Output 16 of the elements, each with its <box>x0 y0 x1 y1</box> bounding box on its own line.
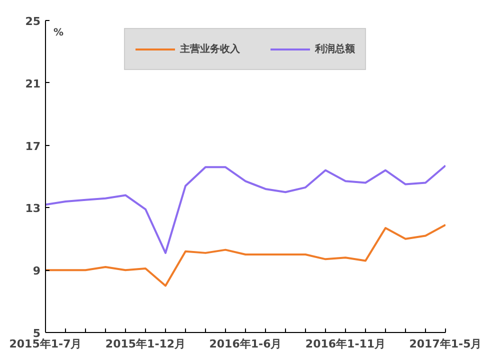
line-series <box>46 224 446 287</box>
legend-label: 利润总额 <box>315 42 355 56</box>
y-tick-label: 25 <box>25 15 41 28</box>
x-tick-label: 2015年1-12月 <box>105 338 186 350</box>
x-tick-label: 2017年1-5月 <box>409 338 482 350</box>
y-axis-title: % <box>54 28 64 38</box>
y-tick-label: 17 <box>25 140 41 153</box>
y-tick-label: 13 <box>25 202 41 216</box>
legend-label: 主营业务收入 <box>180 42 240 56</box>
x-tick-label: 2015年1-7月 <box>9 338 82 350</box>
line-series <box>46 164 446 254</box>
y-tick-label: 9 <box>32 264 40 278</box>
x-tick-label: 2016年1-11月 <box>305 338 386 350</box>
y-tick-label: 5 <box>32 327 40 340</box>
y-tick-label: 21 <box>25 77 41 90</box>
x-tick-label: 2016年1-6月 <box>209 338 282 350</box>
